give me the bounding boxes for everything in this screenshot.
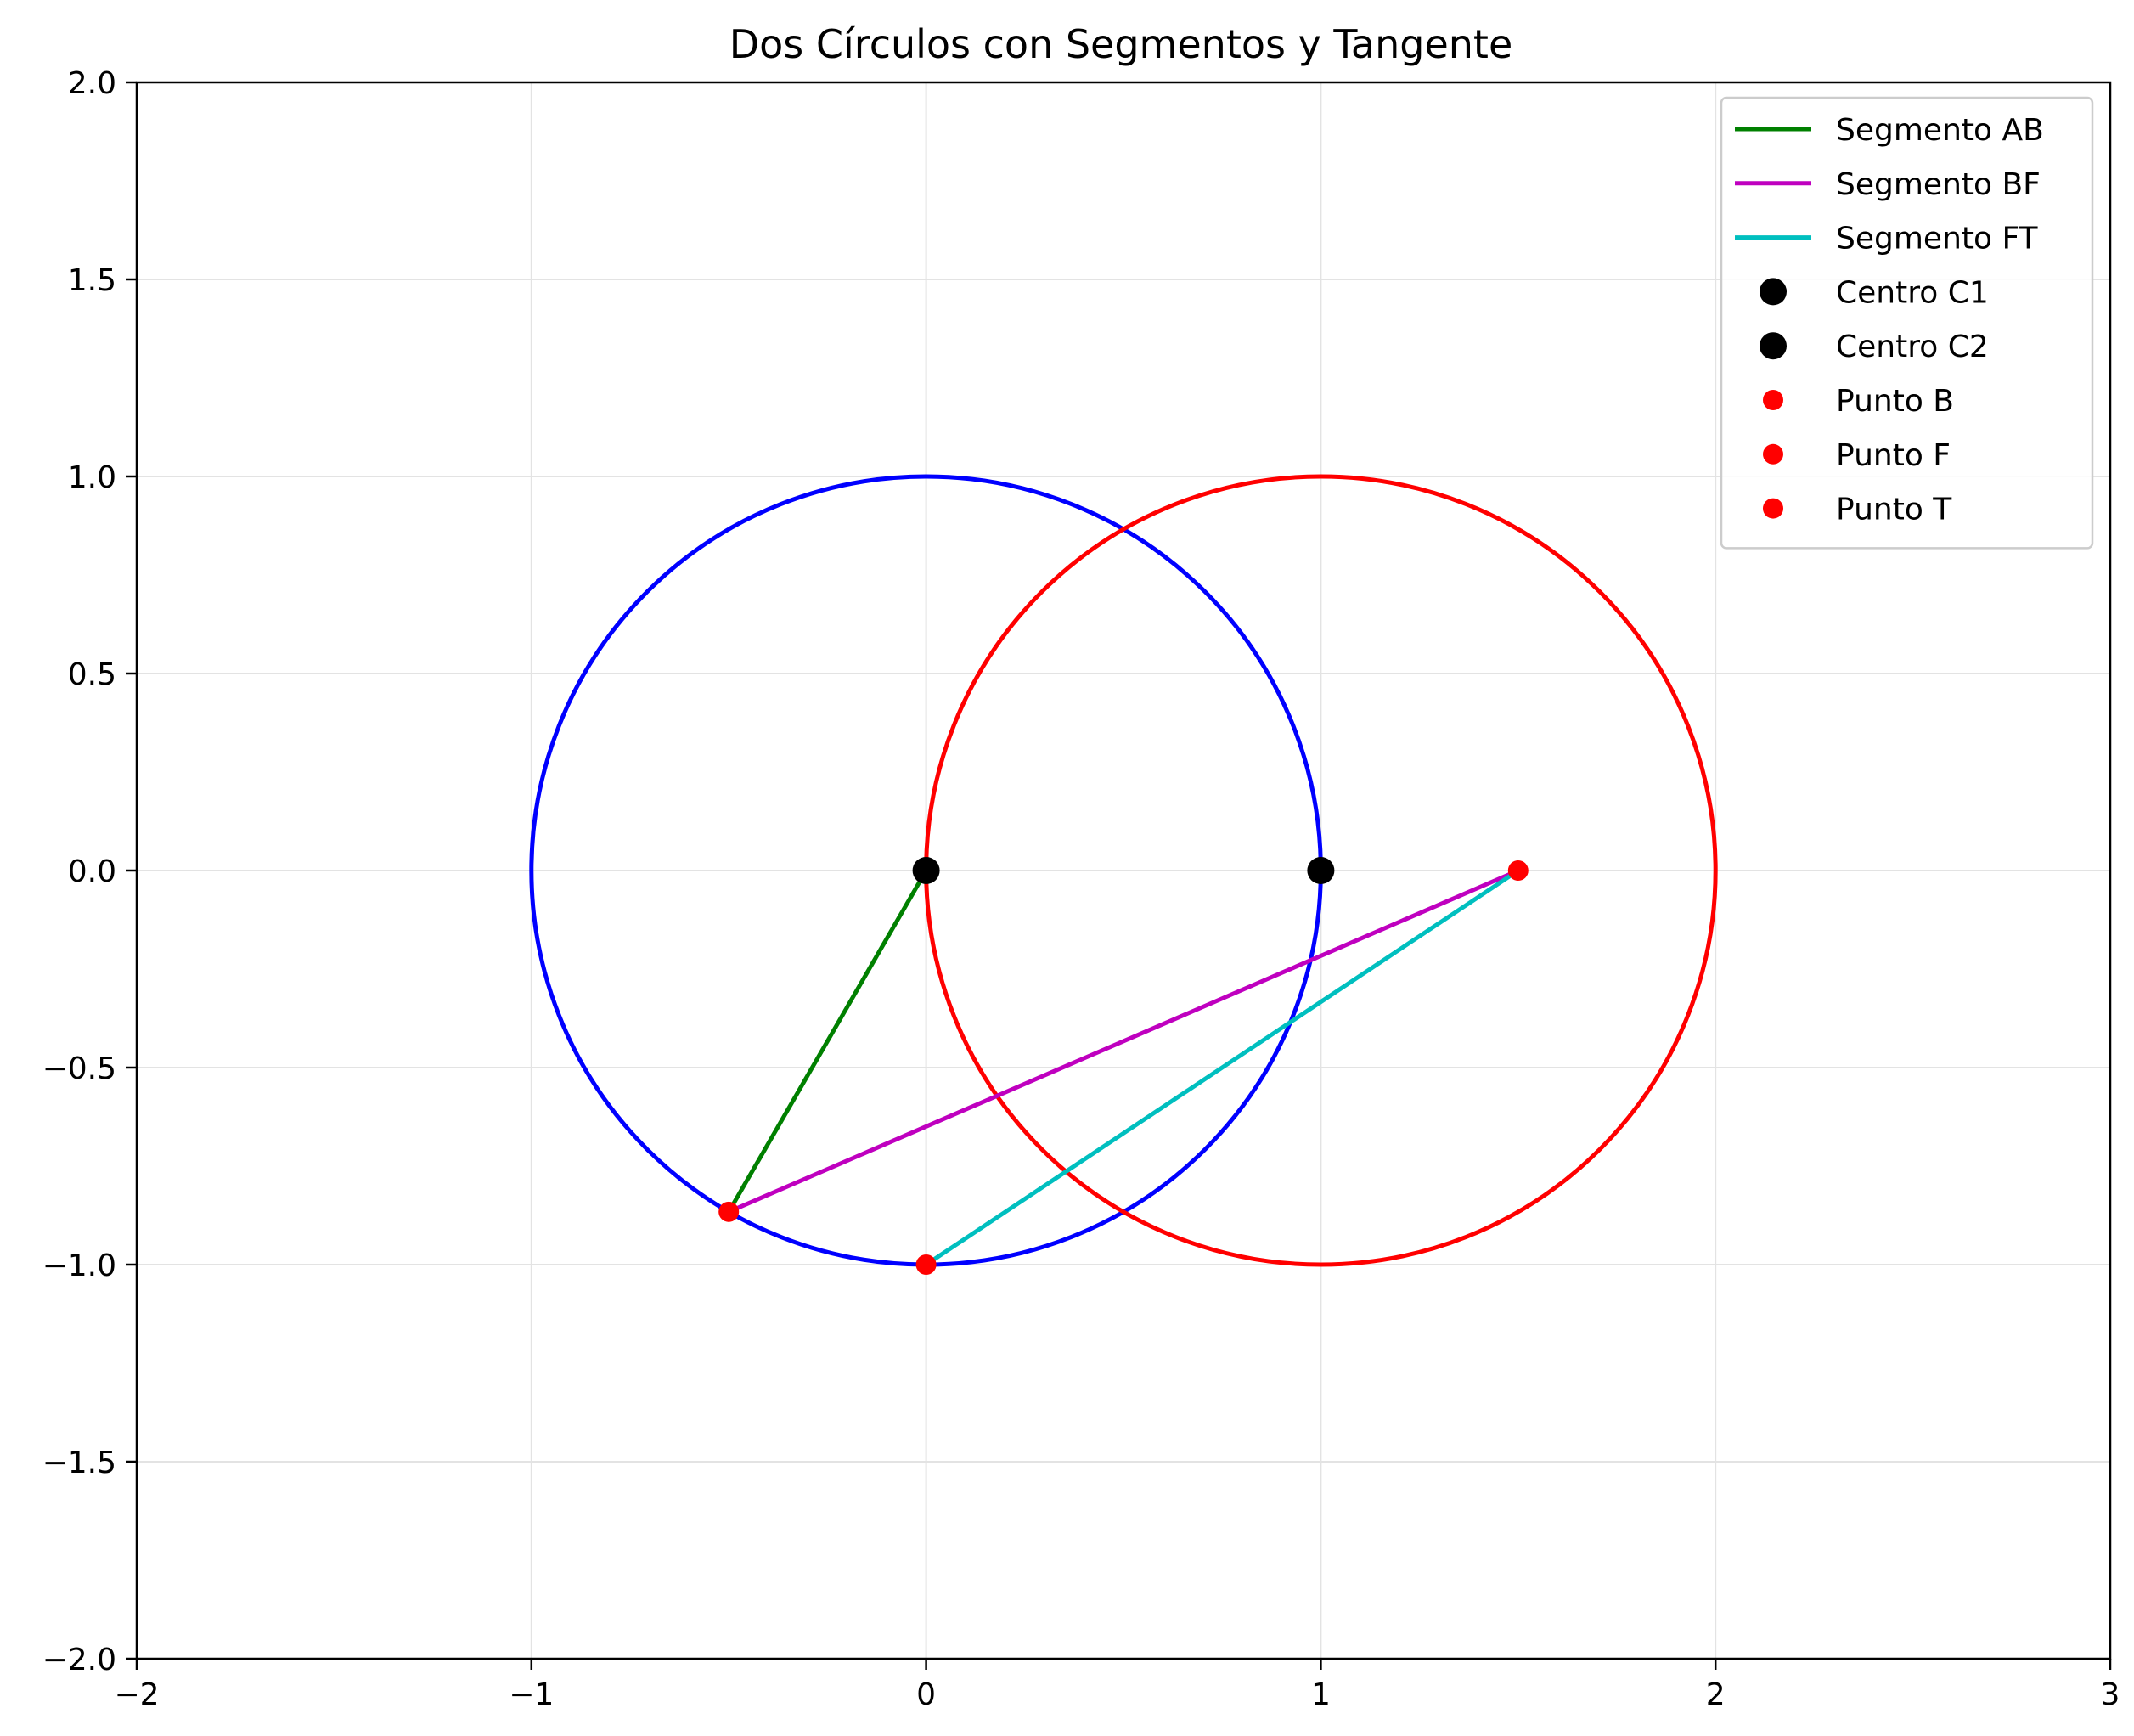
y-tick-label: 0.5 — [68, 657, 116, 692]
y-tick-label: −2.0 — [42, 1643, 116, 1677]
point-centro-c2 — [1307, 857, 1335, 884]
legend-label: Segmento BF — [1836, 167, 2041, 202]
legend-swatch-point — [1763, 390, 1783, 410]
legend-label: Punto T — [1836, 493, 1952, 527]
legend-swatch-point — [1763, 443, 1783, 465]
segment-bf — [726, 868, 1521, 1215]
x-tick-label: 3 — [2101, 1677, 2120, 1712]
y-tick-label: 2.0 — [68, 66, 116, 101]
point-centro-c1 — [912, 857, 940, 884]
segment-ft — [924, 868, 1521, 1267]
legend-swatch-point — [1763, 498, 1783, 519]
segment-ab — [726, 868, 929, 1215]
point-punto-f — [1507, 860, 1529, 881]
y-tick-label: 0.0 — [68, 854, 116, 889]
legend-swatch-point — [1760, 332, 1787, 360]
y-tick-label: −0.5 — [42, 1051, 116, 1086]
legend-label: Segmento FT — [1836, 222, 2039, 256]
legend-swatch-point — [1760, 278, 1787, 306]
y-tick-label: 1.5 — [68, 263, 116, 298]
legend: Segmento AB Segmento BF Segmento FT Centro … — [1720, 96, 2094, 550]
y-tick-label: −1.5 — [42, 1446, 116, 1480]
legend-label: Punto F — [1836, 438, 1951, 473]
legend-label: Segmento AB — [1836, 113, 2044, 148]
point-punto-t — [915, 1254, 937, 1275]
x-tick-label: 1 — [1311, 1677, 1331, 1712]
y-tick-label: −1.0 — [42, 1248, 116, 1283]
legend-box — [1720, 96, 2094, 550]
x-tick-label: −1 — [509, 1677, 554, 1712]
chart-title: Dos Círculos con Segmentos y Tangente — [729, 21, 1513, 67]
legend-label: Centro C2 — [1836, 330, 1989, 364]
y-tick-label: 1.0 — [68, 460, 116, 495]
x-tick-label: 0 — [916, 1677, 936, 1712]
legend-label: Centro C1 — [1836, 275, 1989, 310]
x-tick-label: 2 — [1706, 1677, 1726, 1712]
axes: −2 −1 0 1 2 3 −2.0 −1.5 −1.0 −0.5 0.0 0.5 1.0 1.5 2.0 — [42, 66, 2120, 1712]
legend-label: Punto B — [1836, 384, 1954, 419]
plot-area — [529, 474, 1718, 1275]
point-punto-b — [718, 1201, 740, 1222]
plot-content — [529, 474, 1718, 1275]
x-tick-label: −2 — [114, 1677, 159, 1712]
